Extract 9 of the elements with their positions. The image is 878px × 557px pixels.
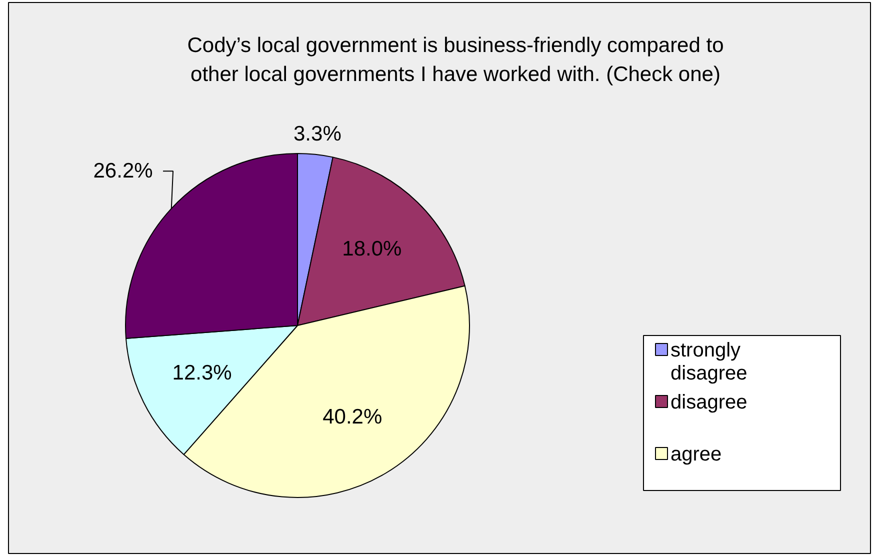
data-label: 3.3% xyxy=(294,122,342,146)
chart-title: Cody’s local government is business-friendly compared to other local governments I have worked with. (Check one) xyxy=(187,34,724,86)
legend-label: disagree xyxy=(670,392,748,414)
data-label: 18.0% xyxy=(342,238,402,261)
legend-label: strongly disagree xyxy=(670,340,748,384)
data-label: 12.3% xyxy=(172,362,232,385)
data-label: 26.2% xyxy=(93,160,153,183)
legend-label: agree xyxy=(670,444,722,466)
data-label: 40.2% xyxy=(322,405,382,428)
